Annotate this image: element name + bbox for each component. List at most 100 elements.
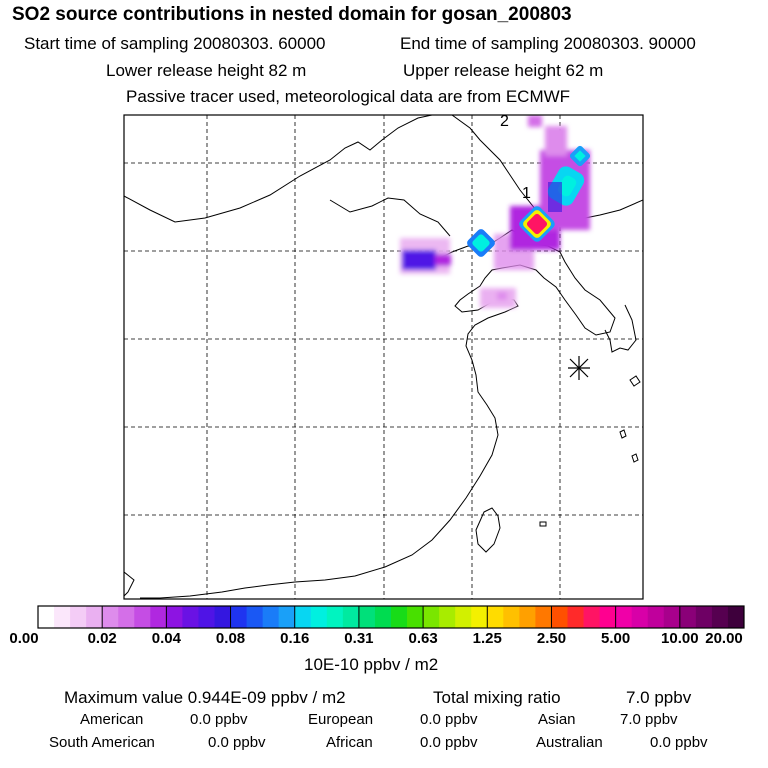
colorbar-tick-label: 0.16 — [280, 630, 310, 647]
plume-center-circle-core — [472, 234, 490, 252]
coastline-north — [124, 115, 433, 223]
colorbar-segment — [134, 606, 151, 628]
plume-upper-cyan-core — [574, 150, 586, 162]
region-name-asian: Asian — [538, 711, 576, 728]
colorbar-segment — [358, 606, 376, 628]
colorbar-segment — [166, 606, 183, 628]
colorbar-tick-label: 2.50 — [536, 630, 567, 647]
coastline-bohai — [140, 229, 616, 599]
colorbar-segment — [118, 606, 135, 628]
end-time-text: End time of sampling 20080303. 90000 — [400, 34, 696, 53]
max-value-text: Maximum value 0.944E-09 ppbv / m2 — [64, 688, 346, 707]
region-value-african: 0.0 ppbv — [420, 734, 478, 751]
colorbar-segment — [567, 606, 584, 628]
colorbar-segment — [647, 606, 665, 628]
plume-ne-top — [545, 126, 567, 156]
colorbar-segment — [663, 606, 681, 628]
colorbar-segment — [54, 606, 71, 628]
colorbar-segment — [599, 606, 617, 628]
upper-release-text: Upper release height 62 m — [403, 61, 604, 80]
coastline-islets — [539, 521, 547, 527]
colorbar-segment — [278, 606, 296, 628]
colorbar-tick-label: 0.08 — [215, 630, 246, 647]
start-time-text: Start time of sampling 20080303. 60000 — [24, 34, 326, 53]
region-value-european: 0.0 ppbv — [420, 711, 478, 728]
colorbar-segment — [487, 606, 504, 628]
plot-title: SO2 source contributions in nested domai… — [12, 4, 572, 25]
colorbar-tick-label: 20.00 — [705, 630, 743, 647]
plume-west-core — [402, 250, 436, 270]
colorbar-segment — [391, 606, 408, 628]
colorbar-segment — [407, 606, 424, 628]
plume-hotspot-red — [526, 213, 548, 235]
region-name-australian: Australian — [536, 734, 603, 751]
source-label-1: 1 — [522, 185, 531, 202]
colorbar-tick-label: 10.00 — [661, 630, 699, 647]
source-label-2: 2 — [500, 113, 509, 130]
region-name-south-american: South American — [49, 734, 155, 751]
total-mixing-label: Total mixing ratio — [433, 688, 561, 707]
colorbar-segment — [551, 606, 568, 628]
colorbar — [38, 606, 745, 628]
region-value-asian: 7.0 ppbv — [620, 711, 678, 728]
colorbar-segment — [102, 606, 119, 628]
region-value-australian: 0.0 ppbv — [650, 734, 708, 751]
region-value-south-american: 0.0 ppbv — [208, 734, 266, 751]
grid-lines — [124, 115, 643, 599]
colorbar-segment — [326, 606, 344, 628]
colorbar-tick-label: 0.63 — [408, 630, 438, 647]
colorbar-segment — [294, 606, 312, 628]
coastline — [124, 115, 643, 599]
colorbar-tick-label: 5.00 — [601, 630, 631, 647]
colorbar-segment — [230, 606, 247, 628]
plume-field — [400, 115, 591, 308]
colorbar-segment — [70, 606, 87, 628]
plume-west-edge — [435, 254, 451, 266]
coastline-east — [604, 304, 637, 353]
colorbar-segment — [631, 606, 649, 628]
map-area: 1 2 — [124, 113, 643, 599]
plume-ne-cyan-core — [557, 175, 577, 197]
colorbar-segment — [262, 606, 280, 628]
colorbar-segment — [583, 606, 600, 628]
region-name-european: European — [308, 711, 374, 728]
colorbar-tick-label: 0.31 — [344, 630, 374, 647]
colorbar-segment — [86, 606, 103, 628]
coastline-south-island — [631, 453, 639, 463]
region-name-african: African — [326, 734, 373, 751]
colorbar-segment — [182, 606, 199, 628]
colorbar-segment — [711, 606, 729, 628]
lower-release-text: Lower release height 82 m — [106, 61, 307, 80]
colorbar-segment — [535, 606, 552, 628]
colorbar-segment — [615, 606, 633, 628]
colorbar-segment — [471, 606, 488, 628]
coastline-japan — [629, 375, 641, 387]
asterisk-station-marker-icon — [568, 356, 590, 380]
map-frame — [123, 114, 644, 600]
colorbar-frame — [37, 605, 745, 629]
colorbar-tick-label: 0.02 — [87, 630, 117, 647]
plume-south-spot — [497, 292, 507, 300]
colorbar-tick-label: 1.25 — [472, 630, 502, 647]
coastline-taiwan — [475, 507, 501, 553]
colorbar-segment — [342, 606, 360, 628]
colorbar-segment — [503, 606, 520, 628]
colorbar-segment — [38, 606, 55, 628]
colorbar-segment — [310, 606, 328, 628]
colorbar-tick-label: 0.00 — [9, 630, 39, 647]
coastline-sw — [124, 571, 135, 597]
coastline-inland — [329, 197, 451, 237]
plume-east-purple — [548, 182, 562, 212]
tracer-note-text: Passive tracer used, meteorological data… — [126, 87, 571, 106]
colorbar-segment — [214, 606, 231, 628]
total-mixing-value: 7.0 ppbv — [626, 688, 692, 707]
colorbar-segment — [679, 606, 697, 628]
colorbar-segment — [727, 606, 745, 628]
region-value-american: 0.0 ppbv — [190, 711, 248, 728]
colorbar-segment — [439, 606, 456, 628]
colorbar-segment — [374, 606, 392, 628]
region-name-american: American — [80, 711, 144, 728]
colorbar-segment — [150, 606, 167, 628]
colorbar-segment — [455, 606, 472, 628]
